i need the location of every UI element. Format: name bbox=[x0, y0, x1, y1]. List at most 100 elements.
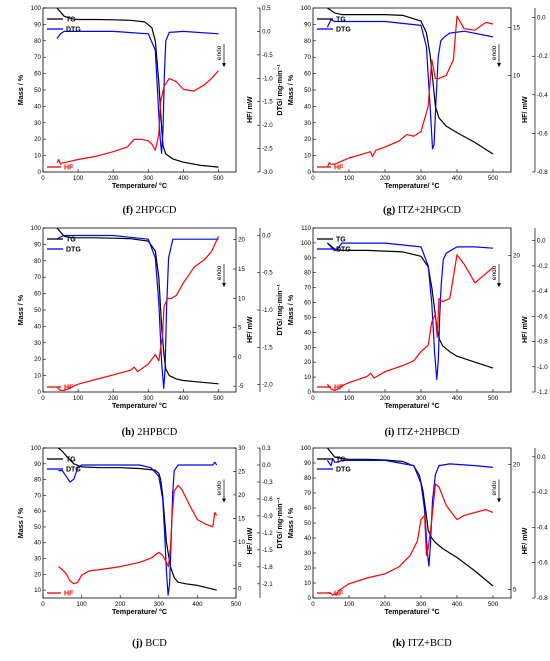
dtg-tick-label: -2.0 bbox=[262, 122, 273, 129]
chart-panel-f: 0 10 20 30 40 50 60 70 80 90 100 0 100 200 300 400 500 0.… bbox=[16, 5, 284, 216]
y-tick-label: 20 bbox=[304, 359, 311, 366]
x-tick-label: 200 bbox=[380, 601, 391, 608]
x-axis-label: Temperature/ °C bbox=[384, 607, 439, 616]
y-tick-label: 20 bbox=[34, 136, 41, 143]
y-tick-label: 100 bbox=[31, 225, 42, 232]
x-tick-label: 0 bbox=[41, 601, 45, 608]
y-tick-label: 20 bbox=[304, 565, 311, 572]
x-tick-label: 400 bbox=[452, 175, 463, 182]
legend-label-dtg: DTG bbox=[336, 27, 351, 34]
dtg-tick-label: -0.8 bbox=[537, 339, 548, 346]
dtg-tick-label: -1.0 bbox=[537, 364, 548, 371]
dtg-tick-label: 0.5 bbox=[262, 5, 271, 12]
x-tick-label: 400 bbox=[452, 395, 463, 402]
dtg-tick-label: -0.5 bbox=[262, 52, 273, 59]
hf-tick-label: 20 bbox=[513, 462, 520, 469]
x-tick-label: 500 bbox=[488, 175, 499, 182]
legend-label-hf: HF bbox=[334, 385, 344, 392]
endo-label: endo bbox=[216, 481, 223, 496]
y-tick-label: 80 bbox=[304, 475, 311, 482]
x-tick-label: 400 bbox=[192, 601, 203, 608]
x-tick-label: 400 bbox=[178, 395, 189, 402]
dtg-axis-label: DTG/ mg·min⁻¹ bbox=[275, 64, 284, 116]
x-tick-label: 500 bbox=[213, 395, 224, 402]
y-tick-label: 60 bbox=[34, 508, 41, 515]
dtg-tick-label: -0.4 bbox=[537, 524, 548, 531]
hf-tick-label: 10 bbox=[238, 539, 245, 546]
y-tick-label: 40 bbox=[34, 103, 41, 110]
y-tick-label: 10 bbox=[304, 153, 311, 160]
y-axis-label: Mass / % bbox=[16, 507, 25, 538]
series-line-hf bbox=[326, 15, 494, 168]
y-tick-label: 40 bbox=[304, 535, 311, 542]
y-tick-label: 60 bbox=[304, 300, 311, 307]
caption-text: 2HPBCD bbox=[134, 427, 177, 438]
endo-label: endo bbox=[216, 45, 223, 60]
dtg-tick-label: -2.0 bbox=[262, 382, 273, 389]
x-tick-label: 100 bbox=[344, 175, 355, 182]
endo-label: endo bbox=[491, 45, 498, 60]
y-tick-label: 80 bbox=[304, 38, 311, 45]
hf-tick-label: 5 bbox=[513, 587, 517, 594]
y-tick-label: 80 bbox=[34, 38, 41, 45]
y-tick-label: 80 bbox=[34, 477, 41, 484]
caption-letter: (j) bbox=[132, 638, 143, 649]
dtg-tick-label: 0.0 bbox=[262, 462, 271, 469]
y-tick-label: 90 bbox=[34, 241, 41, 248]
y-tick-label: 30 bbox=[34, 340, 41, 347]
hf-tick-label: 0 bbox=[238, 586, 242, 593]
dtg-tick-label: -2.1 bbox=[262, 581, 273, 588]
caption-text: 2HPGCD bbox=[133, 205, 177, 216]
y-tick-label: 100 bbox=[301, 5, 312, 12]
caption-letter: (h) bbox=[122, 427, 135, 438]
x-tick-label: 400 bbox=[178, 175, 189, 182]
y-tick-label: 100 bbox=[31, 445, 42, 452]
endo-arrowhead bbox=[222, 283, 226, 288]
endo-arrowhead bbox=[222, 498, 226, 503]
series-line-dtg bbox=[326, 458, 494, 567]
dtg-tick-label: -0.2 bbox=[537, 489, 548, 496]
y-tick-label: 60 bbox=[34, 71, 41, 78]
dtg-tick-label: -0.6 bbox=[537, 560, 548, 567]
dtg-tick-label: -0.5 bbox=[262, 270, 273, 277]
dtg-tick-label: -0.6 bbox=[537, 130, 548, 137]
y-tick-label: 40 bbox=[304, 103, 311, 110]
dtg-tick-label: -0.6 bbox=[537, 313, 548, 320]
caption-text: ITZ+2HPBCD bbox=[394, 427, 460, 438]
hf-tick-label: 20 bbox=[238, 237, 245, 244]
endo-label: endo bbox=[216, 265, 223, 280]
x-tick-label: 300 bbox=[154, 601, 165, 608]
x-tick-label: 0 bbox=[41, 175, 45, 182]
hf-tick-label: -5 bbox=[238, 383, 244, 390]
series-line-tg bbox=[56, 227, 219, 385]
panel-caption: (h) 2HPBCD bbox=[122, 427, 178, 438]
hf-tick-label: 15 bbox=[513, 24, 520, 31]
x-tick-label: 500 bbox=[231, 601, 242, 608]
series-line-dtg bbox=[56, 234, 219, 389]
y-tick-label: 90 bbox=[304, 255, 311, 262]
dtg-tick-label: -0.3 bbox=[262, 479, 273, 486]
y-tick-label: 70 bbox=[304, 54, 311, 61]
hf-tick-label: 10 bbox=[238, 295, 245, 302]
y-tick-label: 60 bbox=[34, 291, 41, 298]
dtg-tick-label: -1.8 bbox=[262, 564, 273, 571]
y-tick-label: 100 bbox=[31, 5, 42, 12]
y-axis-label: Mass / % bbox=[286, 74, 295, 105]
hf-tick-label: 20 bbox=[238, 492, 245, 499]
x-tick-label: 100 bbox=[76, 601, 87, 608]
y-tick-label: 110 bbox=[301, 225, 311, 232]
x-tick-label: 200 bbox=[380, 395, 391, 402]
legend-label-tg: TG bbox=[66, 237, 76, 244]
caption-letter: (i) bbox=[384, 427, 394, 438]
chart-panel-i: 0 10 20 30 40 50 60 70 80 90 100 110 0 100 200 300 400 50… bbox=[286, 225, 548, 438]
dtg-tick-label: -0.2 bbox=[537, 263, 548, 270]
x-axis-label: Temperature/ °C bbox=[112, 181, 167, 190]
dtg-tick-label: 0.0 bbox=[537, 454, 546, 461]
y-tick-label: 30 bbox=[34, 120, 41, 127]
y-tick-label: 20 bbox=[34, 571, 41, 578]
hf-axis-label: HF/ mW bbox=[245, 527, 254, 554]
y-tick-label: 50 bbox=[304, 314, 311, 321]
y-tick-label: 30 bbox=[304, 550, 311, 557]
x-tick-label: 100 bbox=[344, 601, 355, 608]
